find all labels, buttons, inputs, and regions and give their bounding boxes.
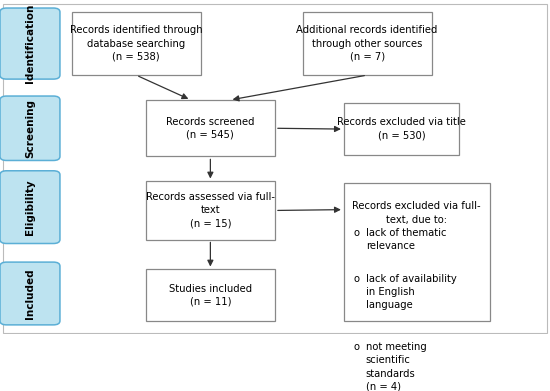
Bar xyxy=(302,12,432,75)
Text: Records excluded via title
(n = 530): Records excluded via title (n = 530) xyxy=(337,117,466,141)
Bar xyxy=(72,12,201,75)
Text: o: o xyxy=(354,228,360,238)
Bar xyxy=(344,183,490,321)
Text: not meeting
scientific
standards
(n = 4): not meeting scientific standards (n = 4) xyxy=(366,342,426,391)
Bar xyxy=(146,181,275,240)
Text: Records excluded via full-
text, due to:: Records excluded via full- text, due to: xyxy=(353,201,481,224)
Text: Included: Included xyxy=(25,268,35,319)
Text: lack of thematic
relevance: lack of thematic relevance xyxy=(366,228,446,251)
Text: Records identified through
database searching
(n = 538): Records identified through database sear… xyxy=(70,25,202,62)
FancyBboxPatch shape xyxy=(0,96,60,160)
FancyBboxPatch shape xyxy=(0,8,60,79)
Text: Additional records identified
through other sources
(n = 7): Additional records identified through ot… xyxy=(296,25,438,62)
Bar xyxy=(344,103,459,155)
Bar xyxy=(146,269,275,321)
Text: Screening: Screening xyxy=(25,99,35,158)
Text: o: o xyxy=(354,342,360,352)
Text: Records assessed via full-
text
(n = 15): Records assessed via full- text (n = 15) xyxy=(146,192,275,229)
Text: Eligibility: Eligibility xyxy=(25,179,35,235)
Text: Studies included
(n = 11): Studies included (n = 11) xyxy=(169,283,252,307)
Text: Records screened
(n = 545): Records screened (n = 545) xyxy=(166,117,255,140)
Bar xyxy=(146,100,275,156)
Text: lack of availability
in English
language: lack of availability in English language xyxy=(366,274,456,310)
FancyBboxPatch shape xyxy=(0,262,60,325)
Text: o: o xyxy=(354,274,360,284)
FancyBboxPatch shape xyxy=(0,171,60,244)
Text: Identification: Identification xyxy=(25,4,35,83)
